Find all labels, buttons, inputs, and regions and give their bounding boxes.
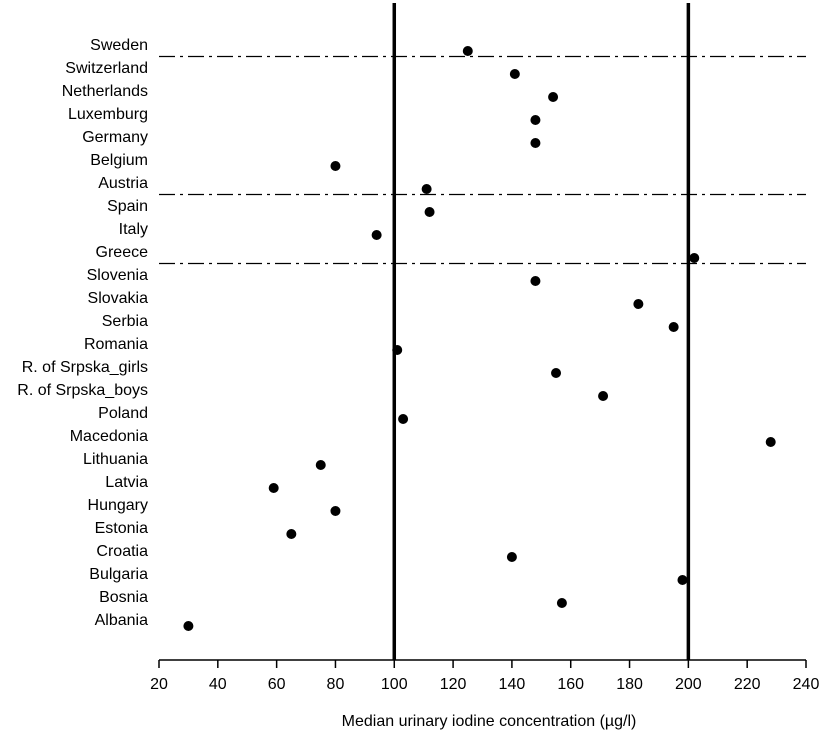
data-point <box>183 621 194 631</box>
data-point <box>551 368 562 378</box>
category-label: Serbia <box>102 313 148 330</box>
data-point <box>424 207 435 217</box>
category-label: Albania <box>95 612 148 629</box>
x-tick-label: 100 <box>381 676 408 693</box>
data-point <box>506 552 517 562</box>
category-label: Macedonia <box>70 428 148 445</box>
data-point <box>689 253 700 263</box>
x-tick-label: 40 <box>209 676 227 693</box>
data-point <box>509 69 520 79</box>
data-point <box>633 299 644 309</box>
category-label: Estonia <box>95 520 148 537</box>
category-label: R. of Srpska_girls <box>22 359 148 376</box>
data-point <box>668 322 679 332</box>
data-point <box>392 345 403 355</box>
category-label: Sweden <box>90 37 148 54</box>
category-label: Belgium <box>90 152 148 169</box>
x-axis: 20 40 60 80 100 120 140 160 180 200 220 240 <box>150 659 819 693</box>
x-tick-label: 180 <box>616 676 643 693</box>
category-label: Netherlands <box>62 83 148 100</box>
x-tick-label: 120 <box>440 676 467 693</box>
data-point <box>462 46 473 56</box>
x-tick-label: 20 <box>150 676 168 693</box>
reference-lines <box>392 3 691 660</box>
data-point <box>530 138 541 148</box>
data-point <box>398 414 409 424</box>
category-label: Lithuania <box>83 451 148 468</box>
category-label: Luxemburg <box>68 106 148 123</box>
data-point <box>598 391 609 401</box>
data-point <box>530 276 541 286</box>
category-label: Switzerland <box>65 60 148 77</box>
x-tick-label: 220 <box>734 676 761 693</box>
data-point <box>765 437 776 447</box>
data-point <box>268 483 279 493</box>
data-point <box>548 92 559 102</box>
data-point <box>330 506 341 516</box>
category-label: Slovakia <box>88 290 149 307</box>
category-label: Italy <box>119 221 148 238</box>
category-label: Greece <box>96 244 149 261</box>
category-label: Poland <box>98 405 148 422</box>
category-label: Austria <box>98 175 148 192</box>
data-point <box>315 460 326 470</box>
category-label: Bosnia <box>99 589 148 606</box>
category-label: Hungary <box>88 497 148 514</box>
category-label: Spain <box>107 198 148 215</box>
x-tick-label: 140 <box>499 676 526 693</box>
category-label: Romania <box>84 336 148 353</box>
data-point <box>330 161 341 171</box>
data-point <box>286 529 297 539</box>
x-tick-label: 160 <box>557 676 584 693</box>
data-point <box>421 184 432 194</box>
category-label: Germany <box>82 129 148 146</box>
data-point <box>556 598 567 608</box>
category-label: Latvia <box>105 474 148 491</box>
x-tick-label: 240 <box>793 676 819 693</box>
category-labels: Sweden Switzerland Netherlands Luxemburg Ger… <box>17 37 148 629</box>
data-point <box>530 115 541 125</box>
data-point <box>371 230 382 240</box>
category-label: Croatia <box>96 543 148 560</box>
category-label: Bulgaria <box>89 566 148 583</box>
x-tick-label: 80 <box>327 676 345 693</box>
data-points <box>183 46 776 631</box>
category-label: R. of Srpska_boys <box>17 382 148 399</box>
group-separators <box>159 55 806 265</box>
data-point <box>677 575 688 585</box>
x-axis-title: Median urinary iodine concentration (µg/… <box>342 713 637 730</box>
x-tick-label: 200 <box>675 676 702 693</box>
x-tick-label: 60 <box>268 676 286 693</box>
category-label: Slovenia <box>87 267 148 284</box>
